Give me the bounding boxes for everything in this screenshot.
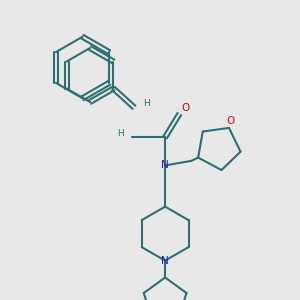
Text: O: O (181, 103, 189, 113)
Text: H: H (118, 129, 124, 138)
Text: N: N (161, 160, 169, 170)
Text: H: H (142, 99, 149, 108)
Text: N: N (161, 256, 169, 266)
Text: O: O (227, 116, 235, 126)
